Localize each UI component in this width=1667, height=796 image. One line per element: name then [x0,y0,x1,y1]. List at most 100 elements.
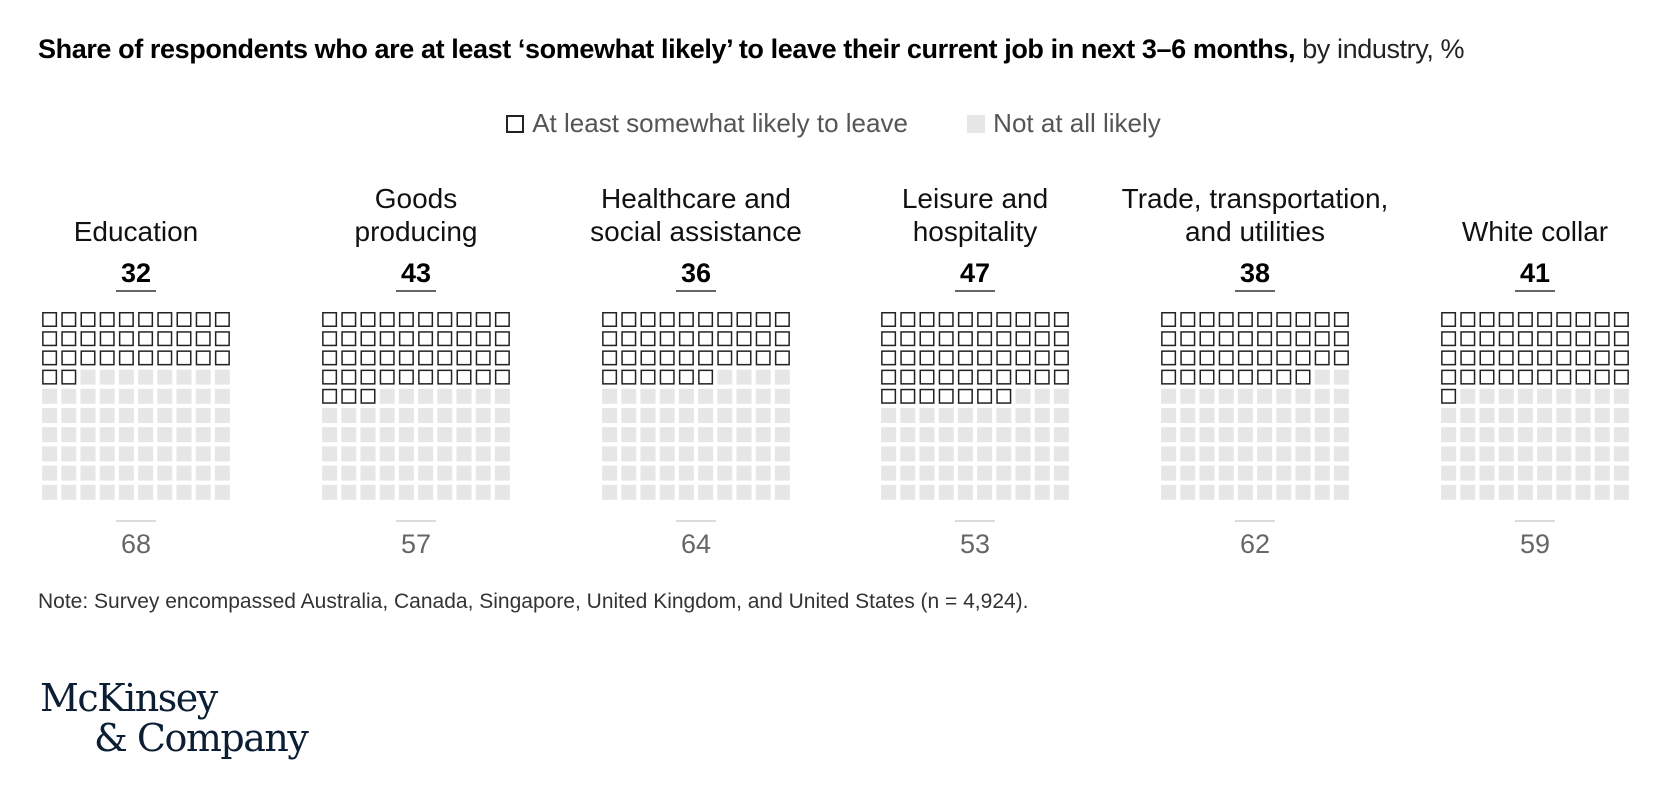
waffle-square-not-likely [398,388,414,404]
waffle-square-likely [755,331,771,347]
waffle-square-not-likely [602,446,618,462]
waffle-square-not-likely [1556,408,1572,423]
waffle-square-not-likely [322,427,338,443]
waffle-square-not-likely [996,484,1012,500]
waffle-square-not-likely [1015,446,1031,462]
waffle-square-not-likely [919,408,935,423]
waffle-square-likely [1314,312,1330,327]
waffle-square-not-likely [1180,388,1196,404]
waffle-square-not-likely [1537,446,1553,462]
waffle-square-not-likely [1556,446,1572,462]
waffle-square-not-likely [957,427,973,443]
waffle-square-not-likely [1180,427,1196,443]
waffle-square-not-likely [774,484,790,500]
waffle-square-not-likely [1257,484,1273,500]
waffle-square-not-likely [80,484,96,500]
waffle-square-not-likely [1594,388,1610,404]
waffle-square-likely [919,350,935,366]
legend-not-likely-label: Not at all likely [993,108,1161,138]
waffle-square-not-likely [1537,484,1553,500]
waffle-square-likely [1537,312,1553,327]
waffle-square-likely [195,312,211,327]
waffle-square-likely [1594,331,1610,347]
waffle-square-not-likely [1161,427,1177,443]
waffle-square-likely [80,312,96,327]
waffle-square-not-likely [1460,465,1476,481]
waffle-square-not-likely [957,484,973,500]
waffle-square-not-likely [494,446,510,462]
waffle-square-not-likely [1218,446,1234,462]
waffle-square-not-likely [1237,465,1253,481]
waffle-square-likely [919,388,935,404]
category-label: hospitality [913,216,1038,247]
waffle-square-not-likely [42,388,58,404]
waffle-square-not-likely [659,446,675,462]
waffle-square-not-likely [938,446,954,462]
waffle-square-not-likely [977,465,993,481]
waffle-square-likely [881,350,897,366]
waffle-square-not-likely [1199,465,1215,481]
waffle-square-not-likely [322,465,338,481]
waffle-square-not-likely [456,446,472,462]
waffle-square-likely [1161,331,1177,347]
waffle-square-likely [1517,350,1533,366]
waffle-square-likely [475,331,491,347]
waffle-square-likely [900,350,916,366]
waffle-square-likely [1575,312,1591,327]
waffle-square-likely [157,350,173,366]
waffle-square-not-likely [736,465,752,481]
waffle-square-not-likely [602,484,618,500]
waffle-square-not-likely [1314,369,1330,385]
waffle-square-likely [678,312,694,327]
waffle-square-not-likely [900,408,916,423]
waffle-square-likely [640,350,656,366]
waffle-square-not-likely [1333,484,1349,500]
waffle-square-likely [1594,350,1610,366]
waffle-square-not-likely [698,388,714,404]
waffle-square-not-likely [99,369,115,385]
likely-value-label: 41 [1520,258,1550,288]
waffle-square-not-likely [437,427,453,443]
waffle-square-not-likely [1613,484,1629,500]
waffle-square-not-likely [341,465,357,481]
likely-value-label: 32 [121,258,151,288]
waffle-square-likely [1314,350,1330,366]
waffle-square-not-likely [418,484,434,500]
waffle-square-not-likely [341,484,357,500]
waffle-square-likely [360,331,376,347]
waffle-square-not-likely [1034,484,1050,500]
waffle-square-not-likely [1575,484,1591,500]
waffle-square-likely [214,312,230,327]
waffle-square-not-likely [1161,408,1177,423]
waffle-square-not-likely [1237,446,1253,462]
waffle-square-not-likely [1237,408,1253,423]
waffle-square-likely [1441,388,1457,404]
waffle-square-not-likely [1314,484,1330,500]
waffle-square-not-likely [602,465,618,481]
waffle-square-likely [1575,331,1591,347]
not-likely-value-label: 64 [681,529,711,559]
waffle-square-likely [42,312,58,327]
waffle-square-likely [1034,369,1050,385]
waffle-square-likely [195,350,211,366]
waffle-square-likely [736,350,752,366]
waffle-square-not-likely [1199,408,1215,423]
waffle-square-not-likely [640,427,656,443]
logo-line-1: McKinsey [40,676,218,720]
waffle-square-not-likely [1556,465,1572,481]
waffle-square-likely [1556,312,1572,327]
waffle-square-likely [1161,350,1177,366]
waffle-square-not-likely [1613,427,1629,443]
waffle-square-not-likely [938,484,954,500]
waffle-square-not-likely [1556,388,1572,404]
waffle-square-likely [996,312,1012,327]
waffle-square-likely [1199,331,1215,347]
waffle-square-not-likely [1613,388,1629,404]
not-likely-value-label: 59 [1520,529,1550,559]
waffle-square-not-likely [1613,408,1629,423]
waffle-square-not-likely [938,427,954,443]
waffle-square-likely [437,312,453,327]
waffle-square-likely [176,331,192,347]
waffle-square-likely [322,312,338,327]
waffle-square-likely [977,350,993,366]
